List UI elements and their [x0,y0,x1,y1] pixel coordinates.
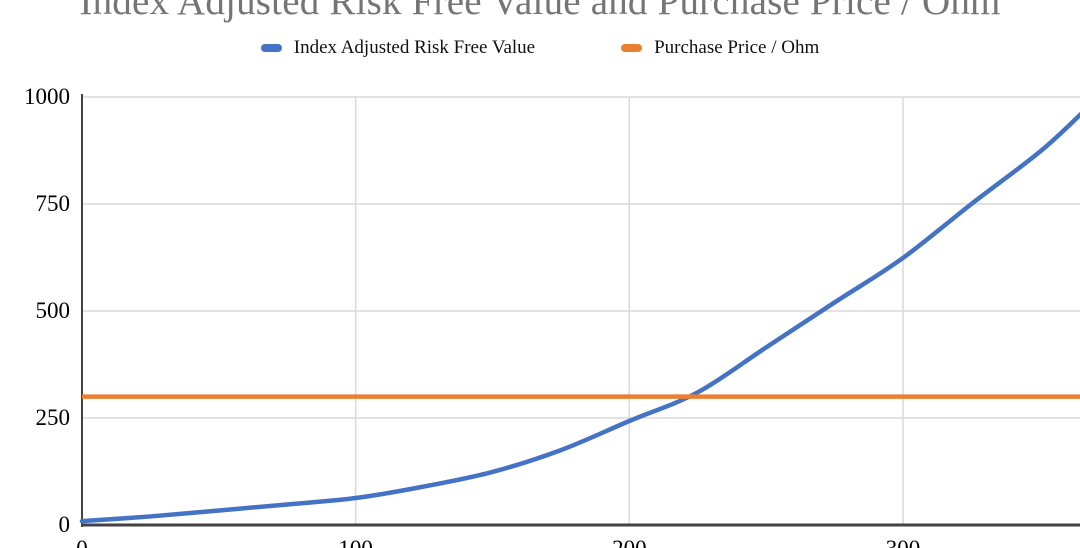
legend-label: Index Adjusted Risk Free Value [293,37,536,58]
y-tick-label: 1000 [24,84,70,109]
legend: Index Adjusted Risk Free Value Purchase … [0,37,1080,59]
legend-item-purchase-price: Purchase Price / Ohm [621,37,819,59]
gridlines [82,96,1080,525]
legend-label: Purchase Price / Ohm [654,37,820,58]
legend-item-index-adjusted: Index Adjusted Risk Free Value [260,37,536,59]
x-tick-label: 0 [42,536,122,548]
y-tick-label: 250 [35,405,71,430]
y-tick-label: 750 [35,191,71,216]
x-tick-label: 100 [316,536,396,548]
y-tick-label: 500 [35,298,71,323]
series-lines [79,112,1080,524]
x-tick-label: 200 [589,536,669,548]
legend-swatch-icon [260,44,282,52]
y-tick-label: 0 [58,512,71,537]
axes [81,94,1080,527]
index-adjusted-risk-free-value-line [79,112,1080,524]
chart-title: Index Adjusted Risk Free Value and Purch… [79,0,1001,23]
x-tick-label: 300 [863,536,943,548]
legend-swatch-icon [621,44,643,52]
